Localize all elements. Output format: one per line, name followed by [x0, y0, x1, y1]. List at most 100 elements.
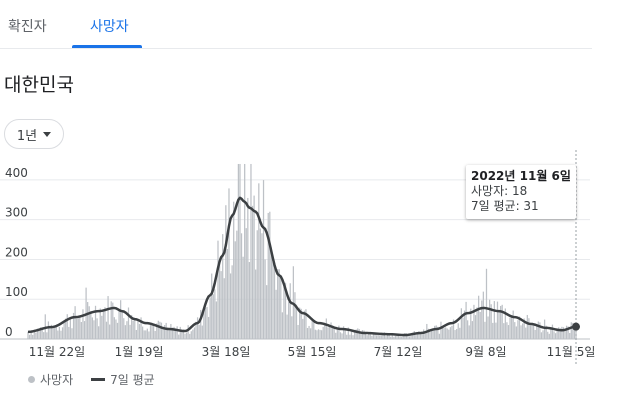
deaths-bar: [168, 329, 170, 339]
deaths-bar: [534, 329, 536, 339]
deaths-bar: [171, 327, 174, 339]
deaths-bar: [438, 333, 441, 339]
deaths-bar: [163, 325, 166, 339]
deaths-bar: [253, 195, 255, 339]
deaths-bar: [528, 318, 530, 339]
deaths-bar: [152, 324, 155, 339]
deaths-bar: [110, 301, 112, 339]
deaths-bar: [408, 336, 411, 339]
tab-deaths[interactable]: 사망자: [90, 19, 129, 35]
deaths-bar: [96, 318, 98, 339]
deaths-bar: [419, 333, 422, 339]
deaths-bar: [181, 329, 183, 339]
deaths-bar: [429, 331, 431, 339]
deaths-bar: [109, 324, 111, 339]
deaths-bar: [261, 233, 263, 339]
deaths-bar: [474, 315, 477, 339]
deaths-bar: [154, 330, 156, 339]
deaths-bar: [335, 332, 337, 339]
deaths-bar: [54, 327, 56, 339]
deaths-bar: [193, 327, 196, 339]
deaths-bar: [281, 312, 283, 339]
deaths-chart[interactable]: 0 100 200 300 400 11월 22일 1월 19일 3월 18일 5월 15일 7…: [0, 150, 617, 365]
deaths-bar: [82, 309, 84, 339]
deaths-bar: [548, 333, 550, 339]
deaths-bar: [333, 328, 335, 339]
deaths-bar: [65, 318, 67, 339]
deaths-bar: [377, 332, 379, 339]
deaths-bar: [87, 302, 89, 339]
deaths-bar: [364, 333, 367, 339]
deaths-bar: [211, 273, 213, 339]
deaths-bar: [413, 331, 415, 339]
deaths-bar: [484, 321, 486, 339]
deaths-bar: [399, 336, 401, 339]
deaths-bar: [565, 325, 568, 339]
deaths-bar: [430, 329, 433, 339]
deaths-bar: [157, 320, 159, 339]
deaths-bar: [248, 262, 251, 339]
deaths-bar: [36, 328, 39, 339]
x-tick-label-5: 9월 8일: [465, 345, 506, 359]
deaths-bar: [487, 316, 489, 339]
deaths-bar: [336, 329, 338, 339]
deaths-bar: [529, 325, 532, 339]
deaths-bar: [28, 334, 31, 339]
deaths-bar: [41, 328, 43, 339]
deaths-bar: [517, 320, 519, 339]
legend-line-swatch: [91, 378, 106, 381]
deaths-bar: [347, 327, 349, 339]
deaths-bar: [132, 320, 134, 339]
deaths-bar: [390, 336, 392, 339]
deaths-bar: [481, 300, 483, 339]
deaths-bar: [229, 273, 232, 339]
deaths-bar: [259, 228, 262, 339]
deaths-bar: [250, 163, 252, 339]
deaths-bar: [94, 305, 97, 339]
deaths-bar: [562, 327, 565, 339]
deaths-bar: [146, 328, 148, 339]
deaths-bar: [286, 314, 288, 339]
deaths-bar: [435, 325, 437, 339]
deaths-bar: [233, 201, 235, 339]
deaths-bar: [170, 323, 172, 339]
deaths-bar: [220, 271, 222, 339]
deaths-bar: [262, 180, 265, 339]
y-tick-label-1: 100: [5, 285, 28, 299]
deaths-bar: [209, 297, 211, 339]
deaths-bar: [66, 314, 68, 339]
deaths-bar: [452, 319, 455, 339]
deaths-bar: [554, 333, 557, 339]
deaths-bar: [176, 326, 178, 339]
deaths-bar: [228, 188, 230, 339]
deaths-bar: [521, 323, 524, 339]
y-tick-label-2: 200: [5, 245, 28, 259]
deaths-bar: [116, 322, 119, 339]
deaths-bar: [492, 322, 494, 339]
deaths-bar: [523, 318, 525, 339]
deaths-bar: [500, 305, 502, 339]
deaths-bar: [394, 335, 397, 339]
deaths-bar: [32, 334, 34, 339]
deaths-bar: [134, 319, 136, 339]
deaths-bar: [234, 241, 236, 339]
deaths-bar: [52, 327, 54, 339]
tab-cases[interactable]: 확진자: [8, 19, 47, 35]
deaths-bar: [313, 320, 315, 339]
deaths-bar: [190, 331, 192, 339]
deaths-bar: [412, 333, 414, 339]
x-axis-labels: 11월 22일 1월 19일 3월 18일 5월 15일 7월 12일 9월 8일 11월 …: [29, 345, 596, 359]
period-dropdown[interactable]: 1년: [4, 119, 64, 149]
deaths-bar: [572, 322, 574, 339]
deaths-bar: [374, 333, 376, 339]
deaths-bar: [115, 319, 117, 339]
deaths-bar: [300, 308, 302, 339]
deaths-bar: [269, 211, 271, 339]
deaths-bar: [303, 310, 305, 339]
deaths-bar: [173, 326, 175, 339]
deaths-bar: [421, 334, 423, 339]
deaths-bar: [440, 321, 442, 339]
deaths-bar: [539, 322, 541, 339]
deaths-bar: [305, 309, 307, 339]
deaths-bar: [200, 309, 202, 339]
